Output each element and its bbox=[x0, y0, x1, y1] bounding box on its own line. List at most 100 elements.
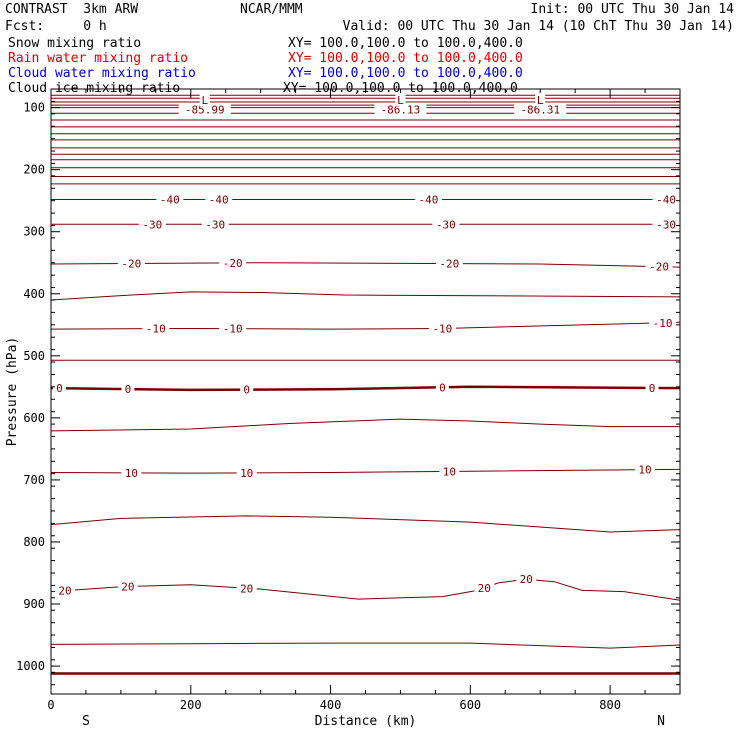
field-cloudwater-xy: XY= 100.0,100.0 to 100.0,400.0 bbox=[288, 66, 523, 81]
contour-label: 20 bbox=[58, 585, 71, 598]
contour-label: 10 bbox=[638, 464, 651, 477]
contour-label-bg bbox=[236, 466, 257, 479]
contour-label-bg bbox=[652, 193, 680, 206]
contour-label: -40 bbox=[418, 193, 438, 206]
contour-line bbox=[51, 418, 680, 432]
contour-label: -40 bbox=[209, 193, 229, 206]
contour-label-bg bbox=[54, 584, 75, 597]
contour-label: 10 bbox=[125, 467, 138, 480]
contour-label: -20 bbox=[121, 258, 141, 271]
contour-label-bg bbox=[236, 582, 257, 595]
contour-line bbox=[51, 385, 680, 392]
endpoint-left-label: S bbox=[82, 714, 90, 729]
contour-label: -20 bbox=[649, 261, 669, 274]
contour-label-bg bbox=[205, 193, 233, 206]
minimum-value-label: -86.31 bbox=[520, 103, 560, 116]
contour-label-bg bbox=[219, 256, 247, 269]
contour-label-bg bbox=[414, 193, 442, 206]
contour-label-bg bbox=[156, 193, 184, 206]
contour-group: -40 -40 -40 -40 -30 -30 -30 -30 -20 -20 -20 -20 -10 -… bbox=[51, 93, 680, 675]
field-snow-name: Snow mixing ratio bbox=[8, 36, 142, 51]
x-tick-label: 600 bbox=[459, 698, 481, 712]
y-tick-label: 900 bbox=[23, 597, 45, 611]
contour-label: -20 bbox=[223, 257, 243, 270]
forecast-hour: Fcst: 0 h bbox=[5, 19, 107, 34]
contour-line bbox=[51, 468, 680, 474]
contour-line bbox=[51, 262, 680, 268]
contour-label: -30 bbox=[436, 218, 456, 231]
contour-label: -10 bbox=[432, 323, 452, 336]
y-axis-label: Pressure (hPa) bbox=[5, 337, 20, 447]
contour-label-bg bbox=[428, 322, 456, 335]
contour-line bbox=[51, 578, 680, 601]
contour-label: -10 bbox=[653, 317, 673, 330]
contour-line bbox=[51, 642, 680, 649]
contour-label: 10 bbox=[240, 467, 253, 480]
valid-time: Valid: 00 UTC Thu 30 Jan 14 (10 ChT Thu … bbox=[342, 19, 734, 34]
contour-label-bg bbox=[219, 322, 247, 335]
contour-label-bg bbox=[117, 257, 145, 270]
contour-label-bg bbox=[121, 383, 135, 396]
y-tick-label: 800 bbox=[23, 535, 45, 549]
title-left: CONTRAST 3km ARW bbox=[5, 2, 139, 17]
minimum-mark-bg bbox=[535, 93, 546, 107]
field-rain-xy: XY= 100.0,100.0 to 100.0,400.0 bbox=[288, 51, 523, 66]
contour-label-bg bbox=[121, 466, 142, 479]
field-cloudwater-name: Cloud water mixing ratio bbox=[8, 66, 196, 81]
title-center: NCAR/MMM bbox=[240, 2, 303, 17]
contour-label-bg bbox=[649, 316, 677, 329]
contour-label: 0 bbox=[125, 383, 132, 396]
x-tick-label: 0 bbox=[47, 698, 54, 712]
y-tick-label: 700 bbox=[23, 473, 45, 487]
field-rain-name: Rain water mixing ratio bbox=[8, 51, 189, 66]
minimum-mark-bg bbox=[395, 93, 406, 107]
contour-label-bg bbox=[201, 218, 229, 231]
contour-label: 0 bbox=[439, 381, 446, 394]
x-tick-label: 200 bbox=[180, 698, 202, 712]
contour-label: 20 bbox=[240, 582, 253, 595]
contour-label-bg bbox=[474, 581, 495, 594]
minimum-mark-label: L bbox=[537, 94, 544, 107]
contour-label-bg bbox=[435, 381, 449, 394]
field-snow-xy: XY= 100.0,100.0 to 100.0,400.0 bbox=[288, 36, 523, 51]
minimum-value-label: -86.13 bbox=[381, 103, 421, 116]
contour-label: 0 bbox=[649, 382, 656, 395]
y-tick-label: 600 bbox=[23, 411, 45, 425]
init-time: Init: 00 UTC Thu 30 Jan 14 bbox=[530, 2, 735, 17]
contour-label-bg bbox=[117, 580, 138, 593]
contour-label: -40 bbox=[656, 193, 676, 206]
contour-label-bg bbox=[439, 465, 460, 478]
contour-line bbox=[51, 291, 680, 301]
contour-label-bg bbox=[240, 383, 254, 396]
contour-label-bg bbox=[652, 218, 680, 231]
minimum-value-bg bbox=[514, 102, 567, 116]
y-tick-label: 400 bbox=[23, 287, 45, 301]
y-tick-label: 100 bbox=[23, 101, 45, 115]
y-tick-label: 300 bbox=[23, 225, 45, 239]
contour-label-bg bbox=[435, 257, 463, 270]
minimum-mark-bg bbox=[199, 93, 210, 107]
contour-label-bg bbox=[635, 463, 656, 476]
plot-frame bbox=[50, 88, 681, 695]
y-tick-label: 500 bbox=[23, 349, 45, 363]
minimum-value-label: -85.99 bbox=[185, 103, 225, 116]
contour-label: 20 bbox=[121, 580, 134, 593]
x-tick-label: 800 bbox=[599, 698, 621, 712]
y-tick-label: 1000 bbox=[16, 659, 45, 673]
contour-label: -30 bbox=[142, 218, 162, 231]
contour-label-bg bbox=[516, 573, 537, 586]
contour-label: -40 bbox=[160, 193, 180, 206]
contour-label: -20 bbox=[439, 258, 459, 271]
contour-label-bg bbox=[142, 322, 170, 335]
contour-label: -10 bbox=[223, 323, 243, 336]
contour-line bbox=[51, 515, 680, 533]
x-axis-label: Distance (km) bbox=[315, 714, 417, 729]
contour-label: -30 bbox=[205, 218, 225, 231]
contour-label: 20 bbox=[478, 582, 491, 595]
contour-label: -30 bbox=[656, 218, 676, 231]
contour-label: 0 bbox=[243, 384, 250, 397]
minimum-mark-label: L bbox=[397, 94, 404, 107]
y-tick-label: 200 bbox=[23, 163, 45, 177]
minimum-mark-label: L bbox=[201, 94, 208, 107]
